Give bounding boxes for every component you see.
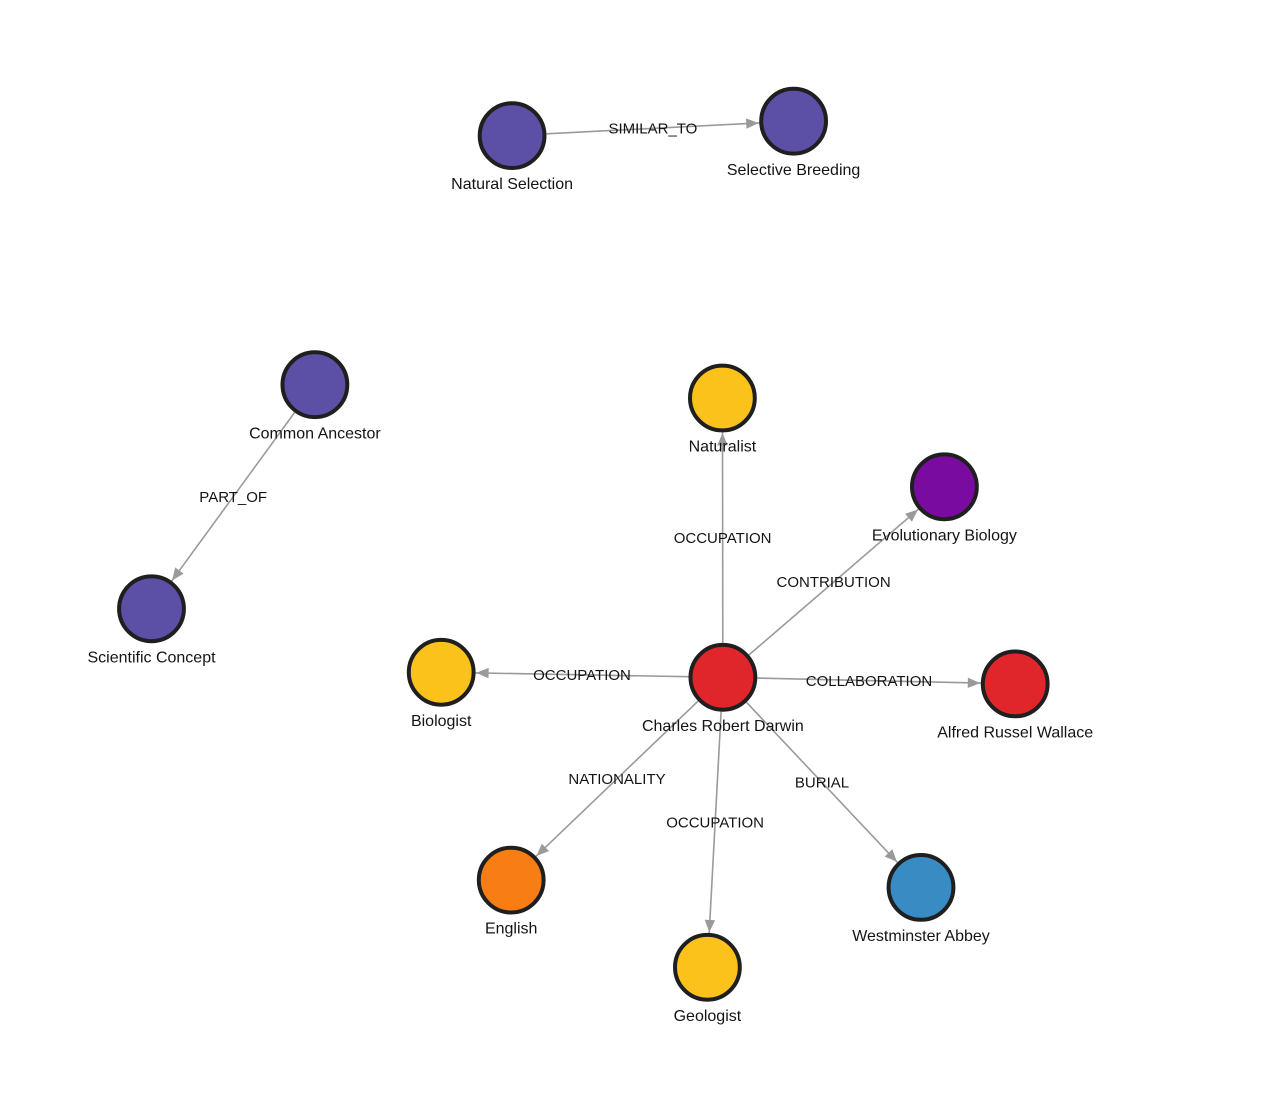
svg-text:Alfred Russel Wallace: Alfred Russel Wallace: [937, 725, 1093, 742]
svg-text:Biologist: Biologist: [411, 713, 472, 730]
svg-text:OCCUPATION: OCCUPATION: [674, 530, 772, 547]
svg-text:Natural Selection: Natural Selection: [451, 176, 573, 193]
svg-text:OCCUPATION: OCCUPATION: [666, 815, 764, 832]
svg-text:OCCUPATION: OCCUPATION: [533, 667, 631, 684]
svg-text:COLLABORATION: COLLABORATION: [806, 673, 932, 690]
svg-text:Selective Breeding: Selective Breeding: [727, 162, 860, 179]
svg-text:Scientific Concept: Scientific Concept: [87, 649, 216, 666]
svg-text:Naturalist: Naturalist: [689, 439, 757, 456]
svg-text:PART_OF: PART_OF: [199, 489, 267, 506]
svg-text:NATIONALITY: NATIONALITY: [568, 771, 665, 788]
svg-text:Common Ancestor: Common Ancestor: [249, 425, 381, 442]
svg-text:BURIAL: BURIAL: [795, 775, 849, 792]
svg-text:Evolutionary Biology: Evolutionary Biology: [872, 527, 1017, 544]
svg-text:English: English: [485, 921, 537, 938]
svg-text:SIMILAR_TO: SIMILAR_TO: [608, 121, 697, 138]
svg-text:Westminster Abbey: Westminster Abbey: [852, 928, 990, 945]
svg-text:Charles Robert Darwin: Charles Robert Darwin: [642, 718, 804, 735]
svg-text:Geologist: Geologist: [674, 1008, 742, 1025]
svg-text:CONTRIBUTION: CONTRIBUTION: [777, 574, 891, 591]
